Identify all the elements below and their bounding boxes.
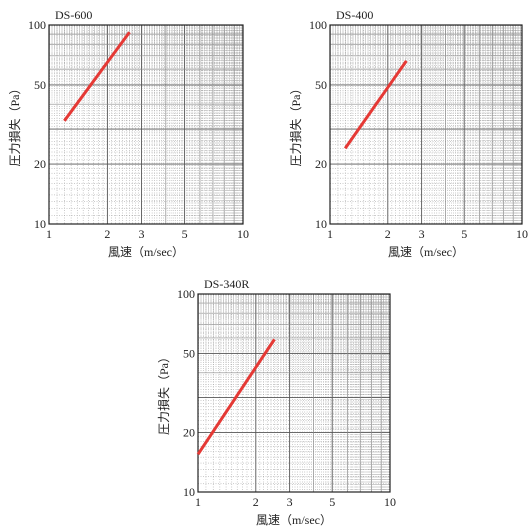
x-tick-label: 3 (287, 495, 293, 509)
x-tick-label: 1 (195, 495, 201, 509)
plot-frame (197, 293, 391, 493)
x-tick-label: 5 (182, 227, 188, 241)
chart-title: DS-600 (55, 8, 92, 22)
y-tick-label: 100 (309, 18, 327, 32)
pressure-loss-line (343, 60, 408, 150)
y-tick-label: 100 (28, 18, 46, 32)
x-tick-label: 10 (516, 227, 528, 241)
y-tick-label: 10 (315, 217, 327, 231)
y-tick-label: 100 (177, 287, 195, 301)
y-axis-label: 圧力損失（Pa） (156, 351, 171, 435)
chart-panel-1: 1 2 3 5 10 10 20 50 100 DS-600 風速（m/sec） 圧力損失（Pa） (7, 8, 249, 259)
chart-title: DS-400 (336, 8, 373, 22)
x-tick-label: 10 (384, 495, 396, 509)
y-tick-label: 50 (315, 78, 327, 92)
x-tick-label: 5 (329, 495, 335, 509)
y-tick-label: 20 (34, 157, 46, 171)
chart-title: DS-340R (204, 277, 249, 291)
x-axis-label: 風速（m/sec） (108, 245, 184, 259)
x-tick-label: 3 (419, 227, 425, 241)
pressure-loss-line (196, 338, 276, 456)
y-axis-label: 圧力損失（Pa） (288, 82, 303, 166)
x-tick-label: 1 (327, 227, 333, 241)
y-axis-label: 圧力損失（Pa） (7, 82, 22, 166)
x-tick-label: 2 (385, 227, 391, 241)
pressure-loss-line (63, 31, 131, 122)
y-tick-label: 20 (315, 157, 327, 171)
x-tick-label: 5 (461, 227, 467, 241)
y-tick-label: 50 (34, 78, 46, 92)
y-tick-label: 20 (183, 425, 195, 439)
x-tick-label: 3 (139, 227, 145, 241)
plot-frame (329, 24, 523, 225)
chart-panel-3: 1 2 3 5 10 10 20 50 100 DS-340R 風速（m/sec） 圧力損失（Pa） (156, 277, 396, 527)
x-tick-label: 10 (237, 227, 249, 241)
x-axis-label: 風速（m/sec） (256, 513, 332, 527)
y-tick-label: 50 (183, 347, 195, 361)
x-tick-label: 1 (46, 227, 52, 241)
x-tick-label: 2 (253, 495, 259, 509)
plot-frame (48, 24, 244, 225)
y-tick-label: 10 (183, 485, 195, 499)
x-axis-label: 風速（m/sec） (388, 245, 464, 259)
chart-panel-2: 1 2 3 5 10 10 20 50 100 DS-400 風速（m/sec） 圧力損失（Pa） (288, 8, 528, 259)
x-tick-label: 2 (104, 227, 110, 241)
y-tick-label: 10 (34, 217, 46, 231)
